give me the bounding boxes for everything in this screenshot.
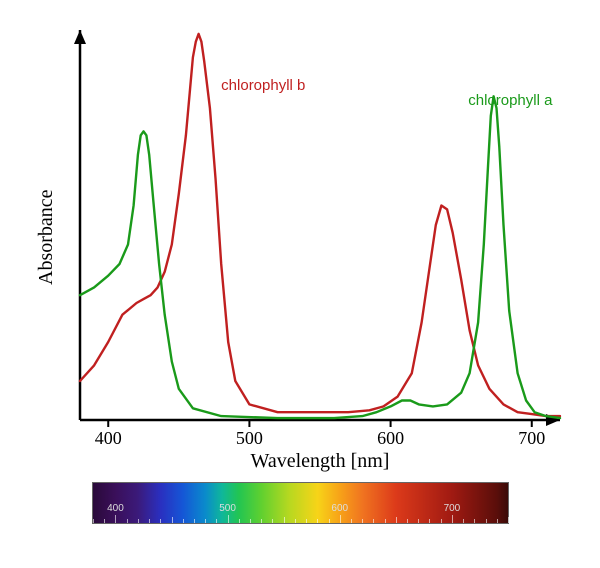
spectrum-tick-label: 500 bbox=[219, 503, 236, 514]
x-tick-label: 500 bbox=[236, 428, 263, 449]
x-tick-label: 400 bbox=[95, 428, 122, 449]
x-axis-label: Wavelength [nm] bbox=[80, 450, 560, 473]
series-label-chlorophyll-b: chlorophyll b bbox=[221, 77, 305, 94]
visible-spectrum-bar: 400 500 600 700 bbox=[92, 482, 509, 524]
chlorophyll-absorption-chart: { "chart": { "type": "line", "width_px":… bbox=[0, 0, 600, 568]
series-label-chlorophyll-a: chlorophyll a bbox=[468, 92, 552, 109]
x-tick-label: 700 bbox=[518, 428, 545, 449]
spectrum-tick-label: 700 bbox=[444, 503, 461, 514]
y-axis-label: Absorbance bbox=[35, 189, 58, 285]
spectrum-tick-label: 600 bbox=[331, 503, 348, 514]
spectrum-tick-label: 400 bbox=[107, 503, 124, 514]
x-tick-label: 600 bbox=[377, 428, 404, 449]
